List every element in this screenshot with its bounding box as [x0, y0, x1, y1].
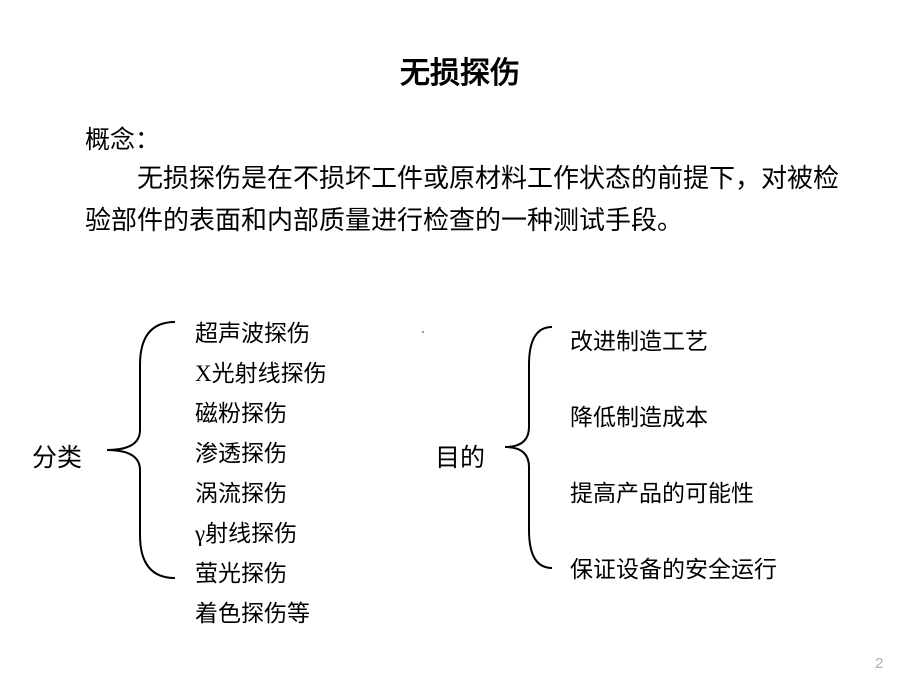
classification-item: 磁粉探伤	[195, 394, 287, 428]
purpose-brace	[497, 325, 557, 570]
purpose-item: 保证设备的安全运行	[570, 550, 777, 584]
purpose-item: 降低制造成本	[570, 398, 708, 432]
purpose-item: 改进制造工艺	[570, 322, 708, 356]
classification-item: 超声波探伤	[195, 314, 310, 348]
classification-item: 萤光探伤	[195, 554, 287, 588]
page-number: 2	[875, 655, 883, 672]
classification-item: 涡流探伤	[195, 474, 287, 508]
concept-text: 无损探伤是在不损坏工件或原材料工作状态的前提下，对被检验部件的表面和内部质量进行…	[85, 158, 845, 241]
classification-item: 着色探伤等	[195, 594, 310, 628]
classification-label: 分类	[32, 438, 82, 474]
classification-item: X光射线探伤	[195, 354, 327, 388]
purpose-item: 提高产品的可能性	[570, 474, 754, 508]
classification-item: 渗透探伤	[195, 434, 287, 468]
page-title: 无损探伤	[0, 48, 920, 92]
purpose-label: 目的	[435, 438, 485, 474]
classification-item: γ射线探伤	[195, 514, 297, 548]
concept-label: 概念：	[85, 120, 160, 156]
center-dot: ·	[420, 322, 426, 343]
classification-brace	[95, 320, 180, 580]
